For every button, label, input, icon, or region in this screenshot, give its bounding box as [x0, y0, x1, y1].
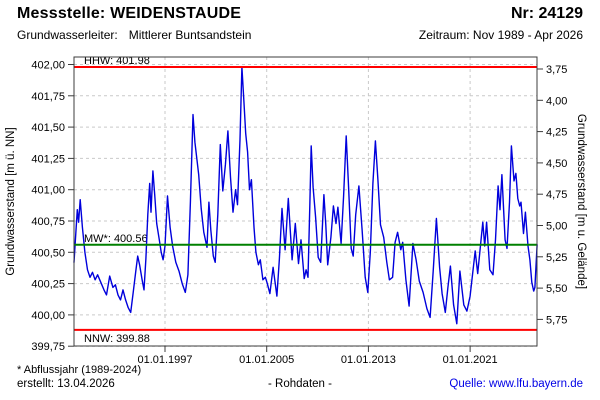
y-right-tick-label: 5,75	[546, 314, 567, 326]
y-left-tick-label: 400,25	[31, 279, 65, 291]
station-number: Nr: 24129	[510, 5, 583, 22]
y-right-axis-title: Grundwasserstand [m u. Gelände]	[575, 114, 587, 289]
nnw-label: NNW: 399.88	[84, 333, 150, 345]
subheader-row: Grundwasserleiter: Mittlerer Buntsandstei…	[17, 28, 583, 42]
y-left-tick-label: 400,00	[31, 310, 65, 322]
aquifer-value: Mittlerer Buntsandstein	[128, 28, 252, 42]
y-right-tick-label: 4,25	[546, 127, 567, 139]
groundwater-series-line	[73, 66, 538, 325]
x-tick-label: 01.01.2021	[443, 354, 498, 366]
mw-label: MW*: 400.56	[84, 233, 148, 245]
plot-border	[73, 56, 538, 347]
aquifer-label: Grundwasserleiter:	[17, 28, 118, 42]
y-right-tick-label: 5,25	[546, 252, 567, 264]
footnote-text: * Abflussjahr (1989-2024)	[17, 364, 142, 376]
period-label: Zeitraum: Nov 1989 - Apr 2026	[418, 28, 583, 42]
rohdaten-text: - Rohdaten -	[268, 378, 332, 390]
y-left-tick-label: 401,75	[31, 91, 65, 103]
y-right-tick-label: 5,00	[546, 221, 567, 233]
y-right-tick-label: 4,75	[546, 189, 567, 201]
y-left-tick-label: 400,50	[31, 247, 65, 259]
y-left-tick-label: 401,00	[31, 185, 65, 197]
created-date-text: erstellt: 13.04.2026	[17, 378, 115, 390]
aquifer-info: Grundwasserleiter: Mittlerer Buntsandstei…	[17, 28, 251, 42]
x-tick-label: 01.01.1997	[137, 354, 192, 366]
y-left-tick-label: 402,00	[31, 59, 65, 71]
y-left-tick-label: 399,75	[31, 341, 65, 353]
y-left-tick-label: 400,75	[31, 216, 65, 228]
source-link[interactable]: Quelle: www.lfu.bayern.de	[449, 378, 583, 390]
header-row: Messstelle: WEIDENSTAUDE Nr: 24129	[17, 5, 583, 23]
x-tick-label: 01.01.2013	[341, 354, 396, 366]
y-left-tick-label: 401,25	[31, 153, 65, 165]
y-right-tick-label: 4,00	[546, 95, 567, 107]
y-right-tick-label: 4,50	[546, 158, 567, 170]
station-title: Messstelle: WEIDENSTAUDE	[17, 5, 242, 22]
y-right-tick-label: 3,75	[546, 64, 567, 76]
y-left-tick-label: 401,50	[31, 122, 65, 134]
y-left-axis-title: Grundwasserstand [m ü. NN]	[5, 127, 17, 275]
y-right-tick-label: 5,50	[546, 283, 567, 295]
x-tick-label: 01.01.2005	[239, 354, 294, 366]
hhw-label: HHW: 401.98	[84, 55, 150, 67]
